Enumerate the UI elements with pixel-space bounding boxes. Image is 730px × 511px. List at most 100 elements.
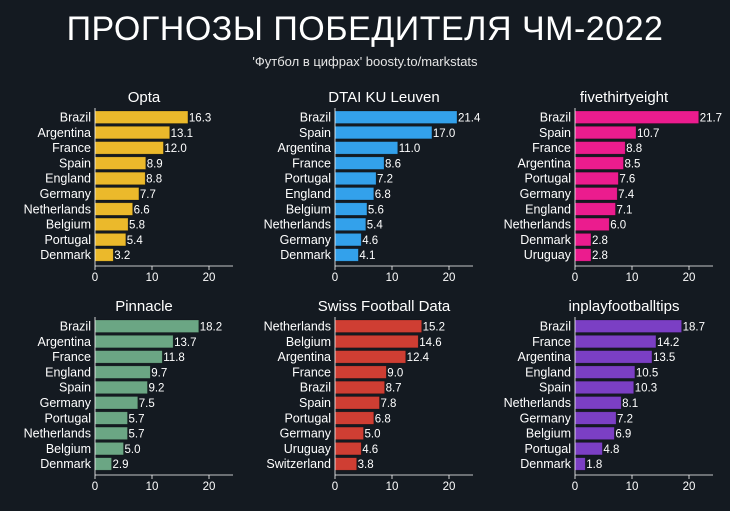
x-tick-label: 10	[146, 272, 159, 284]
category-label: Portugal	[44, 233, 91, 247]
bar	[334, 365, 387, 379]
value-label: 7.7	[140, 189, 156, 201]
value-label: 17.0	[433, 128, 455, 140]
value-label: 6.0	[610, 220, 626, 232]
bar	[94, 457, 112, 471]
value-label: 10.5	[636, 367, 658, 379]
category-label: France	[532, 141, 571, 155]
x-tick-label: 10	[386, 272, 399, 284]
bar	[94, 217, 129, 231]
value-label: 6.8	[375, 413, 391, 425]
bar	[94, 319, 200, 333]
bar	[574, 248, 592, 262]
bar	[574, 202, 616, 216]
category-label: Uruguay	[524, 248, 572, 262]
category-label: Denmark	[520, 233, 571, 247]
category-label: Portugal	[44, 411, 91, 425]
value-label: 10.7	[637, 128, 659, 140]
category-label: Spain	[59, 156, 91, 170]
value-label: 5.0	[125, 444, 141, 456]
category-label: Brazil	[60, 320, 91, 334]
x-tick-label: 0	[572, 481, 578, 493]
category-label: France	[532, 335, 571, 349]
category-label: Denmark	[280, 248, 331, 262]
bar	[94, 202, 133, 216]
value-label: 7.5	[139, 398, 155, 410]
value-label: 2.9	[113, 459, 129, 471]
bar	[94, 187, 140, 201]
value-label: 5.0	[365, 429, 381, 441]
bar	[334, 380, 385, 395]
bar	[574, 334, 657, 349]
chart-panel: Pinnacle Brazil 18.2 Argentina 13.7 France 11.…	[24, 298, 233, 493]
category-label: England	[525, 202, 571, 216]
category-label: Spain	[299, 126, 331, 140]
bar	[574, 319, 682, 333]
value-label: 8.5	[624, 158, 640, 170]
page-subtitle: 'Футбол в цифрах' boosty.to/markstats	[252, 54, 478, 69]
bar	[574, 380, 635, 395]
bar	[574, 126, 637, 140]
category-label: Argentina	[517, 350, 571, 364]
x-tick-label: 0	[572, 272, 578, 284]
category-label: France	[292, 156, 331, 170]
bar	[574, 171, 619, 185]
category-label: England	[525, 365, 571, 379]
category-label: Spain	[59, 381, 91, 395]
value-label: 14.6	[419, 337, 441, 349]
x-tick-label: 0	[92, 481, 98, 493]
value-label: 7.2	[617, 413, 633, 425]
bar	[574, 442, 603, 456]
bar	[574, 457, 586, 471]
category-label: Belgium	[526, 427, 571, 441]
category-label: Argentina	[517, 156, 571, 170]
value-label: 16.3	[189, 113, 211, 125]
bar	[574, 365, 636, 379]
category-label: Argentina	[277, 350, 331, 364]
chart-panel: fivethirtyeight Brazil 21.7 Spain 10.7 France…	[504, 89, 722, 284]
chart-title: inplayfootballtips	[569, 298, 680, 315]
bar	[334, 426, 364, 440]
category-label: Uruguay	[284, 442, 332, 456]
category-label: Portugal	[524, 442, 571, 456]
bar	[574, 156, 624, 170]
value-label: 4.6	[362, 235, 378, 247]
bar	[334, 396, 380, 410]
category-label: Germany	[280, 233, 332, 247]
x-tick-label: 20	[683, 272, 696, 284]
bar	[94, 248, 114, 262]
category-label: Netherlands	[504, 218, 571, 232]
bar	[334, 233, 362, 247]
category-label: Germany	[520, 411, 572, 425]
value-label: 13.5	[653, 352, 675, 364]
value-label: 6.6	[134, 204, 150, 216]
bar	[334, 457, 357, 471]
bar	[94, 334, 174, 349]
value-label: 4.1	[359, 250, 375, 262]
chart-title: Pinnacle	[115, 298, 173, 315]
category-label: Spain	[299, 396, 331, 410]
bar	[334, 334, 419, 349]
bar	[334, 248, 359, 262]
value-label: 8.1	[622, 398, 638, 410]
chart-panel: Swiss Football Data Netherlands 15.2 Belgiu…	[264, 298, 473, 493]
bar	[94, 411, 128, 425]
x-tick-label: 20	[203, 481, 216, 493]
bar	[334, 217, 367, 231]
bar	[334, 350, 406, 364]
value-label: 7.8	[380, 398, 396, 410]
bar	[574, 396, 622, 410]
value-label: 5.7	[128, 413, 144, 425]
value-label: 4.8	[603, 444, 619, 456]
bar	[94, 141, 164, 155]
value-label: 18.7	[683, 322, 705, 334]
bar	[94, 350, 163, 364]
category-label: Belgium	[46, 442, 91, 456]
value-label: 9.7	[151, 367, 167, 379]
value-label: 3.2	[114, 250, 130, 262]
x-tick-label: 0	[92, 272, 98, 284]
x-tick-label: 10	[626, 481, 639, 493]
chart-panel: DTAI KU Leuven Brazil 21.4 Spain 17.0 Argenti…	[264, 89, 481, 284]
bar	[94, 233, 127, 247]
value-label: 3.8	[358, 459, 374, 471]
